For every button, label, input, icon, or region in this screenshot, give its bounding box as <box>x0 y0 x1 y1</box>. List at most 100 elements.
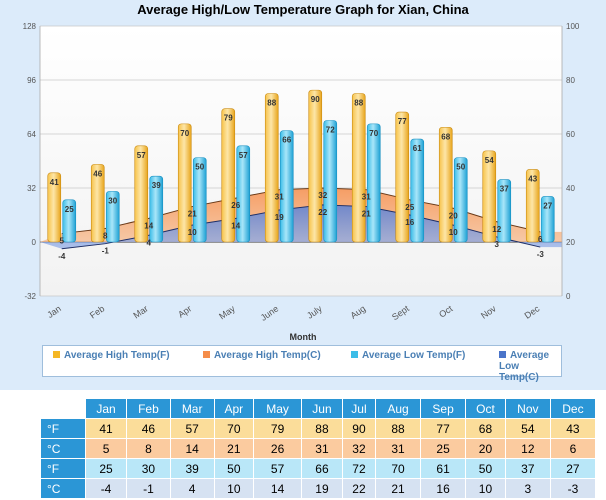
left-axis-tick-label: 96 <box>27 76 36 85</box>
table-cell: 5 <box>84 438 128 459</box>
table-header-cell: Mar <box>169 398 215 419</box>
data-label-low-c: 3 <box>495 240 500 249</box>
legend-entry-high-f[interactable]: Average High Temp(F) <box>53 350 170 361</box>
table-cell: 32 <box>342 438 376 459</box>
bar-low-temp-f <box>366 123 381 243</box>
left-axis-tick-label: 64 <box>27 130 36 139</box>
legend-swatch <box>351 351 358 358</box>
data-label-high-f: 77 <box>398 117 407 126</box>
bar-high-temp-f <box>438 126 453 243</box>
temperature-table: Jan Feb Mar Apr May Jun Jul Aug Sep Oct … <box>40 398 597 499</box>
right-axis-tick-label: 40 <box>566 184 575 193</box>
table-cell: 6 <box>549 438 597 459</box>
legend-entry-low-c[interactable]: Average Low Temp(C) <box>499 350 559 383</box>
bar-high-temp-f <box>525 169 540 243</box>
data-label-low-c: 22 <box>318 208 327 217</box>
data-label-low-c: -3 <box>537 250 545 259</box>
table-cell: 16 <box>420 478 467 499</box>
x-axis-tick-label: June <box>259 303 281 322</box>
bar-low-temp-f <box>279 130 294 243</box>
data-label-low-f: 37 <box>500 185 509 194</box>
table-cell: -4 <box>84 478 128 499</box>
table-cell: 4 <box>169 478 215 499</box>
data-label-low-c: 10 <box>449 228 458 237</box>
data-label-high-f: 70 <box>180 129 189 138</box>
table-header-cell: Aug <box>374 398 422 419</box>
data-label-low-f: 30 <box>108 196 117 205</box>
table-cell: 57 <box>169 418 215 439</box>
data-label-low-f: 72 <box>326 126 335 135</box>
temperature-chart: Average High/Low Temperature Graph for X… <box>0 0 606 390</box>
data-label-high-c: 14 <box>144 221 153 230</box>
table-cell: 77 <box>420 418 467 439</box>
data-label-low-c: 10 <box>188 228 197 237</box>
table-cell: 70 <box>213 418 255 439</box>
right-axis-tick-label: 0 <box>566 292 571 301</box>
table-cell: 3 <box>504 478 551 499</box>
legend-label: Average High Temp(F) <box>64 350 170 361</box>
table-cell: 21 <box>213 438 255 459</box>
legend-entry-low-f[interactable]: Average Low Temp(F) <box>351 350 465 361</box>
x-axis-tick-label: Mar <box>131 303 149 320</box>
table-cell: 10 <box>213 478 255 499</box>
data-label-high-c: 32 <box>318 191 327 200</box>
data-label-low-c: 16 <box>405 218 414 227</box>
bar-high-temp-f <box>90 164 105 243</box>
table-cell: 19 <box>300 478 344 499</box>
table-row-label: °F <box>40 418 86 439</box>
bar-high-temp-f <box>395 111 410 243</box>
bar-low-temp-f <box>410 138 425 243</box>
table-row-label: °C <box>40 438 86 459</box>
data-label-low-c: 4 <box>147 238 152 247</box>
table-cell: 57 <box>253 458 302 479</box>
table-cell: 70 <box>374 458 422 479</box>
x-axis-tick-label: Apr <box>176 303 193 319</box>
data-label-low-f: 50 <box>195 163 204 172</box>
bar-low-temp-f <box>540 196 555 243</box>
table-cell: 79 <box>253 418 302 439</box>
table-header-cell: Sep <box>420 398 467 419</box>
bar-low-temp-f <box>323 120 338 243</box>
x-axis-tick-label: Dec <box>523 303 542 321</box>
data-label-high-f: 88 <box>267 99 276 108</box>
bar-low-temp-f <box>149 175 164 243</box>
table-row-label: °F <box>40 458 86 479</box>
data-label-low-f: 70 <box>369 129 378 138</box>
legend-swatch <box>499 351 506 358</box>
table-cell: 43 <box>549 418 597 439</box>
plot-background <box>40 26 562 296</box>
area-low-temp-c <box>40 204 562 249</box>
right-axis-tick-label: 80 <box>566 76 575 85</box>
data-label-high-f: 46 <box>93 169 102 178</box>
chart-title: Average High/Low Temperature Graph for X… <box>137 2 469 17</box>
table-cell: 8 <box>126 438 171 459</box>
data-label-high-f: 68 <box>441 132 450 141</box>
data-label-low-f: 25 <box>65 205 74 214</box>
table-cell: 66 <box>300 458 344 479</box>
table-corner <box>40 398 86 419</box>
legend-entry-high-c[interactable]: Average High Temp(C) <box>203 350 321 361</box>
table-cell: 37 <box>504 458 551 479</box>
table-cell: -1 <box>126 478 171 499</box>
table-cell: 31 <box>374 438 422 459</box>
bar-low-temp-f <box>192 157 207 243</box>
table-header-cell: Jan <box>84 398 128 419</box>
table-header-cell: May <box>253 398 302 419</box>
left-axis-tick-label: -32 <box>24 292 36 301</box>
legend-label: Average High Temp(C) <box>214 350 321 361</box>
table-cell: 39 <box>169 458 215 479</box>
chart-legend: Average High Temp(F) Average High Temp(C… <box>42 345 562 383</box>
table-cell: 88 <box>374 418 422 439</box>
right-axis-tick-label: 20 <box>566 238 575 247</box>
x-axis-tick-label: Feb <box>88 303 106 320</box>
table-header-cell: Jun <box>300 398 344 419</box>
table-cell: 50 <box>465 458 506 479</box>
table-cell: 88 <box>300 418 344 439</box>
table-cell: 22 <box>342 478 376 499</box>
table-cell: 21 <box>374 478 422 499</box>
table-cell: 30 <box>126 458 171 479</box>
table-header-row: Jan Feb Mar Apr May Jun Jul Aug Sep Oct … <box>40 398 597 419</box>
legend-label: Average Low Temp(C) <box>499 350 550 383</box>
table-row-high-f: °F 41 46 57 70 79 88 90 88 77 68 54 43 <box>40 418 597 439</box>
bar-high-temp-f <box>177 123 192 243</box>
